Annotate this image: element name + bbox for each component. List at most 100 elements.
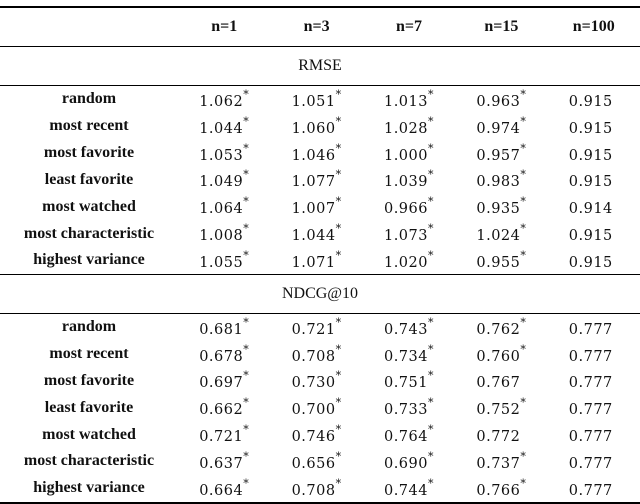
value-text: 0.983 [476, 174, 521, 191]
row-label: most watched [42, 197, 136, 215]
cell-value: 0.915* [548, 220, 640, 247]
value-text: 0.656 [291, 455, 336, 472]
cell-value: 0.678* [178, 341, 270, 368]
significance-marker: * [243, 141, 250, 155]
table-row: most recent 0.678* 0.708* 0.734* 0.760* 0.777… [0, 341, 640, 368]
cell-value: 1.028* [363, 113, 455, 140]
column-header-label [0, 7, 178, 47]
column-header-n3: n=3 [303, 18, 330, 35]
significance-marker: * [520, 449, 527, 463]
cell-value: 0.772* [455, 421, 547, 448]
value-text: 1.013 [383, 93, 428, 110]
significance-marker: * [243, 449, 250, 463]
cell-value: 0.767* [455, 367, 547, 394]
significance-marker: * [520, 195, 527, 209]
value-text: 0.737 [476, 455, 521, 472]
significance-marker: * [520, 141, 527, 155]
significance-marker: * [427, 168, 434, 182]
significance-marker: * [427, 396, 434, 410]
value-text: 1.007 [291, 201, 336, 218]
significance-marker: * [335, 195, 342, 209]
row-label: least favorite [44, 398, 134, 416]
value-text: 0.963 [476, 93, 521, 110]
significance-marker: * [243, 369, 250, 383]
significance-marker: * [427, 195, 434, 209]
value-text: 0.733 [383, 402, 428, 419]
value-text: 0.935 [476, 201, 521, 218]
significance-marker: * [520, 88, 527, 101]
significance-marker: * [427, 449, 434, 463]
table-row: most recent 1.044* 1.060* 1.028* 0.974* 0.915… [0, 113, 640, 140]
significance-marker: * [335, 222, 342, 236]
cell-value: 0.777* [548, 341, 640, 368]
significance-marker: * [520, 168, 527, 182]
value-text: 1.051 [291, 93, 336, 110]
cell-value: 0.955* [455, 247, 547, 274]
cell-value: 0.966* [363, 193, 455, 220]
cell-value: 0.751* [363, 367, 455, 394]
cell-value: 0.983* [455, 166, 547, 193]
value-text: 1.049 [199, 174, 244, 191]
significance-marker: * [427, 222, 434, 236]
significance-marker: * [243, 396, 250, 410]
significance-marker: * [335, 248, 342, 262]
cell-value: 1.000* [363, 140, 455, 167]
significance-marker: * [243, 88, 250, 101]
value-text: 1.055 [199, 254, 244, 271]
significance-marker: * [243, 114, 250, 128]
value-text: 0.762 [476, 321, 521, 338]
table-row: least favorite 1.049* 1.077* 1.039* 0.983* 0.… [0, 166, 640, 193]
table-body: RMSErandom1.062*1.051*1.013*0.963*0.915*… [0, 46, 640, 503]
value-text: 0.914 [568, 201, 613, 218]
cell-value: 0.762* [455, 313, 547, 340]
row-label: most favorite [43, 371, 135, 389]
cell-value: 0.662* [178, 394, 270, 421]
value-text: 1.000 [383, 147, 428, 164]
significance-marker: * [335, 114, 342, 128]
significance-marker: * [427, 342, 434, 356]
significance-marker: * [427, 248, 434, 262]
significance-marker: * [243, 195, 250, 209]
significance-marker: * [335, 369, 342, 383]
significance-marker: * [427, 141, 434, 155]
significance-marker: * [427, 476, 434, 490]
cell-value: 0.697* [178, 367, 270, 394]
cell-value: 1.071* [270, 247, 362, 274]
value-text: 0.752 [476, 402, 521, 419]
results-table: n=1 n=3 n=7 n=15 n=100 RMSE random 1.062* 1… [0, 6, 640, 504]
cell-value: 0.743* [363, 313, 455, 340]
value-text: 1.062 [199, 93, 244, 110]
section-title: NDCG@10 [281, 284, 359, 302]
cell-value: 1.073* [363, 220, 455, 247]
row-label: most characteristic [23, 452, 155, 470]
cell-value: 1.013* [363, 86, 455, 113]
section-title: RMSE [298, 57, 342, 74]
cell-value: 0.974* [455, 113, 547, 140]
cell-value: 1.044* [270, 220, 362, 247]
value-text: 0.915 [568, 120, 613, 137]
significance-marker: * [335, 396, 342, 410]
value-text: 1.039 [383, 174, 428, 191]
value-text: 0.955 [476, 254, 521, 271]
column-header-n15: n=15 [484, 18, 519, 35]
cell-value: 1.055* [178, 247, 270, 274]
value-text: 1.008 [199, 227, 244, 244]
significance-marker: * [427, 88, 434, 101]
value-text: 0.766 [476, 482, 521, 499]
value-text: 0.957 [476, 147, 521, 164]
value-text: 1.071 [291, 254, 336, 271]
table-row: most characteristic 1.008* 1.044* 1.073* 1.0… [0, 220, 640, 247]
cell-value: 0.915* [548, 113, 640, 140]
significance-marker: * [335, 476, 342, 490]
table-row: most favorite 1.053* 1.046* 1.000* 0.957* 0.9… [0, 140, 640, 167]
cell-value: 0.700* [270, 394, 362, 421]
cell-value: 1.051* [270, 86, 362, 113]
cell-value: 1.008* [178, 220, 270, 247]
row-label: most characteristic [23, 224, 155, 242]
table-row: most favorite0.697*0.730*0.751*0.767*0.7… [0, 367, 640, 394]
significance-marker: * [427, 369, 434, 383]
value-text: 1.044 [291, 227, 336, 244]
value-text: 1.073 [383, 227, 428, 244]
significance-marker: * [520, 222, 527, 236]
